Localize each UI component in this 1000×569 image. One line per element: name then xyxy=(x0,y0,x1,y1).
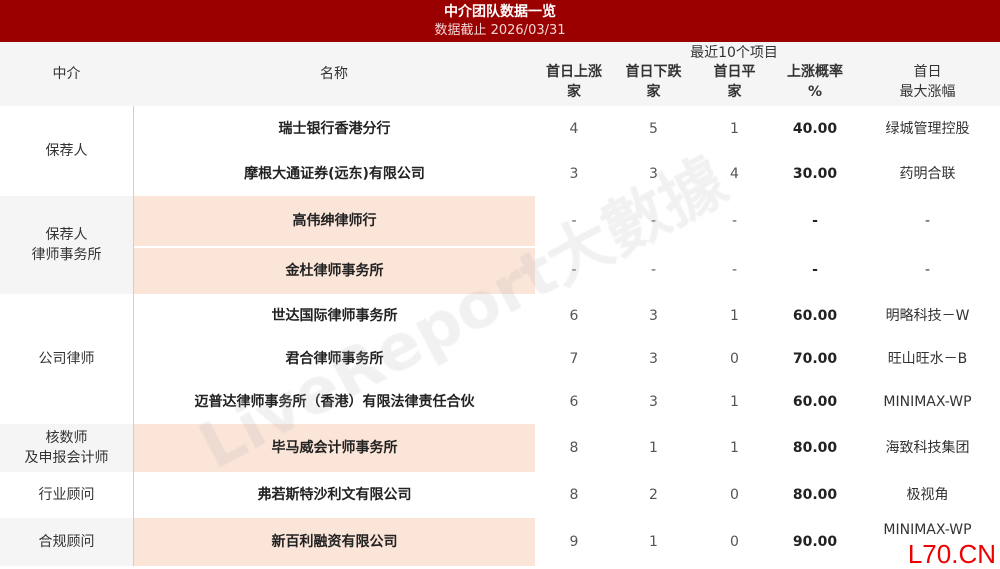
group-label: 合规顾问 xyxy=(0,518,133,566)
col-rate: 上涨概率 % xyxy=(787,64,843,100)
group-label: 保荐人 xyxy=(45,143,88,159)
cell-up: 4 xyxy=(569,121,579,137)
col-down: 首日下跌 家 xyxy=(625,64,682,100)
cell-rate: 60.00 xyxy=(792,308,838,324)
cell-rate: - xyxy=(812,262,818,278)
cell-flat: - xyxy=(731,213,738,229)
cell-up: 9 xyxy=(569,534,579,550)
col-name: 名称 xyxy=(320,66,348,82)
table-title: 中介团队数据一览 xyxy=(444,4,556,20)
cell-max: 海致科技集团 xyxy=(885,440,970,456)
cell-down: 1 xyxy=(649,440,658,456)
row-name: 摩根大通证券(远东)有限公司 xyxy=(244,166,425,182)
cell-up: - xyxy=(571,213,577,229)
row-name: 弗若斯特沙利文有限公司 xyxy=(257,487,412,503)
row-name: 瑞士银行香港分行 xyxy=(278,121,391,137)
cell-flat: 1 xyxy=(730,440,739,456)
column-divider xyxy=(133,106,134,566)
cell-max: - xyxy=(924,213,931,229)
corner-watermark: L70.CN xyxy=(907,539,996,569)
col-intermediary: 中介 xyxy=(52,66,81,82)
cell-down: 3 xyxy=(649,308,658,324)
cell-flat: 1 xyxy=(730,121,739,137)
cell-rate: 70.00 xyxy=(792,351,838,367)
row-name: 高伟绅律师行 xyxy=(134,196,535,246)
cell-up: - xyxy=(571,262,577,278)
col-flat: 首日平 家 xyxy=(713,64,756,100)
row-name: 毕马威会计师事务所 xyxy=(134,424,535,472)
col-max: 首日 最大涨幅 xyxy=(899,64,956,100)
group-label: 核数师 及申报会计师 xyxy=(0,424,133,472)
cell-max: 旺山旺水－B xyxy=(887,351,968,367)
cell-down: 5 xyxy=(649,121,658,137)
cell-down: 1 xyxy=(649,534,658,550)
cell-max: 绿城管理控股 xyxy=(885,121,970,137)
cell-max: 明略科技－W xyxy=(885,308,970,324)
cell-rate: 90.00 xyxy=(792,534,838,550)
row-name: 迈普达律师事务所（香港）有限法律责任合伙 xyxy=(194,394,475,410)
cell-max: 极视角 xyxy=(906,487,949,503)
cell-up: 3 xyxy=(569,166,579,182)
cell-flat: 0 xyxy=(730,534,739,550)
cell-down: - xyxy=(650,213,657,229)
cell-flat: 0 xyxy=(730,351,739,367)
row-name: 君合律师事务所 xyxy=(285,351,384,367)
cell-up: 6 xyxy=(569,394,579,410)
cell-flat: 0 xyxy=(730,487,739,503)
cell-up: 6 xyxy=(569,308,579,324)
cell-max: 药明合联 xyxy=(899,166,956,182)
row-name: 金杜律师事务所 xyxy=(134,246,535,294)
cell-max: MINIMAX-WP xyxy=(883,394,972,410)
col-up: 首日上涨 家 xyxy=(546,64,602,100)
cell-up: 7 xyxy=(569,351,579,367)
cell-flat: 1 xyxy=(730,394,739,410)
cell-down: 3 xyxy=(649,394,658,410)
cell-max: - xyxy=(924,262,931,278)
cell-up: 8 xyxy=(569,487,579,503)
group-label: 行业顾问 xyxy=(38,487,95,503)
cell-down: 3 xyxy=(649,351,658,367)
cell-flat: 1 xyxy=(730,308,739,324)
cell-rate: - xyxy=(812,213,818,229)
cell-rate: 80.00 xyxy=(792,487,838,503)
row-name: 新百利融资有限公司 xyxy=(134,518,535,566)
cell-rate: 40.00 xyxy=(792,121,838,137)
cell-flat: - xyxy=(731,262,738,278)
cell-up: 8 xyxy=(569,440,579,456)
cell-down: 2 xyxy=(649,487,658,503)
cell-rate: 60.00 xyxy=(792,394,838,410)
cell-down: 3 xyxy=(649,166,658,182)
group-label: 公司律师 xyxy=(38,351,95,367)
cell-rate: 30.00 xyxy=(792,166,838,182)
cell-flat: 4 xyxy=(730,166,739,182)
group-label: 保荐人 律师事务所 xyxy=(0,196,133,294)
table-subtitle: 数据截止 2026/03/31 xyxy=(434,23,566,38)
cell-down: - xyxy=(650,262,657,278)
cell-rate: 80.00 xyxy=(792,440,838,456)
row-name: 世达国际律师事务所 xyxy=(271,308,398,324)
table-title-bar: 中介团队数据一览 数据截止 2026/03/31 xyxy=(0,0,1000,42)
column-header-row: 中介 名称 最近10个项目 首日上涨 家 首日下跌 家 首日平 家 上涨概率 %… xyxy=(0,42,1000,106)
